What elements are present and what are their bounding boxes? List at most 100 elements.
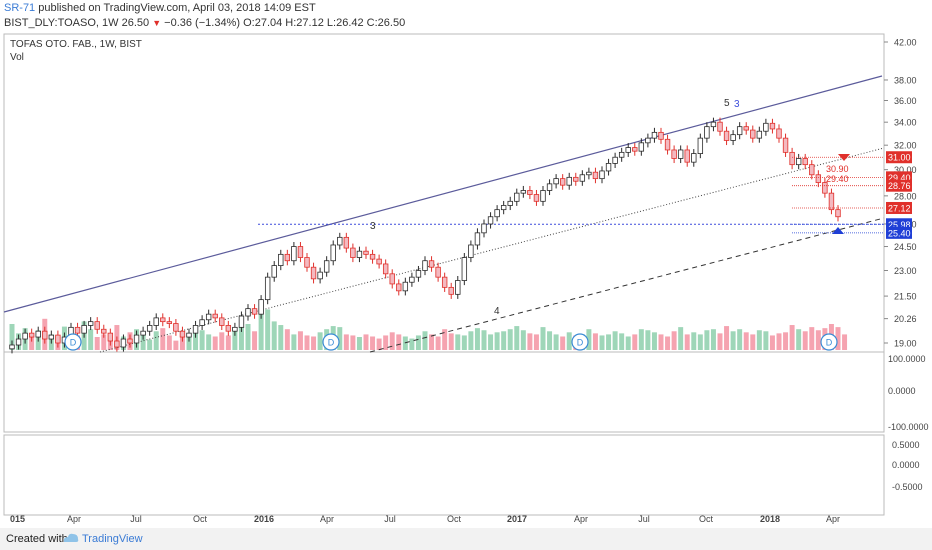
volume-bar xyxy=(29,337,35,350)
candle-body xyxy=(795,158,802,166)
candle-body xyxy=(251,308,258,315)
close-label: C: xyxy=(366,17,378,29)
dividend-marker-label: D xyxy=(577,338,584,348)
candle-body xyxy=(140,330,146,336)
volume-bar xyxy=(88,329,94,350)
volume-bar xyxy=(468,331,474,350)
volume-bar xyxy=(710,329,716,350)
author-link[interactable]: SR-71 xyxy=(4,2,36,14)
candle-body xyxy=(127,338,133,344)
candle-body xyxy=(527,190,533,195)
tradingview-brand-link[interactable]: TradingView xyxy=(82,533,143,545)
volume-bar xyxy=(645,330,651,350)
volume-bar xyxy=(376,338,382,350)
volume-bar xyxy=(252,331,258,350)
time-tick-label: Apr xyxy=(826,514,840,524)
candle-body xyxy=(500,205,507,211)
time-tick-label: Apr xyxy=(574,514,588,524)
volume-bar xyxy=(258,313,264,350)
candle-body xyxy=(146,325,153,332)
candle-body xyxy=(474,232,481,246)
candle-body xyxy=(205,313,212,321)
volume-bar xyxy=(809,327,815,350)
time-tick-label: 2017 xyxy=(507,514,527,524)
candle-body xyxy=(323,260,330,273)
time-tick-label: Apr xyxy=(320,514,334,524)
price-chart[interactable]: 42.0038.0036.0034.0032.0030.0028.0026.00… xyxy=(0,32,932,528)
volume-bar xyxy=(363,334,369,350)
volume-bar xyxy=(101,334,107,350)
price-tick-label: 24.50 xyxy=(894,242,917,252)
volume-bar xyxy=(160,328,166,350)
price-label-box xyxy=(886,201,912,214)
candle-body xyxy=(55,334,61,344)
candle-body xyxy=(402,281,409,292)
tradingview-logo-icon xyxy=(63,533,79,542)
time-tick-label: Oct xyxy=(447,514,462,524)
volume-bar xyxy=(632,334,638,350)
sell-arrow-icon xyxy=(838,154,850,161)
volume-bar xyxy=(199,330,205,350)
indicator1-tick-label: 0.0000 xyxy=(888,386,916,396)
candle-body xyxy=(461,257,468,281)
volume-bar xyxy=(599,335,605,350)
volume-bar xyxy=(429,334,435,350)
candlesticks xyxy=(9,117,841,354)
volume-bar xyxy=(743,332,749,350)
dividend-marker-label: D xyxy=(70,338,77,348)
volume-bar xyxy=(304,335,310,350)
candle-body xyxy=(638,142,645,152)
volume-bar xyxy=(737,329,743,350)
chart-annotation: 5 xyxy=(724,98,730,109)
dividend-marker-icon xyxy=(820,333,838,351)
candle-body xyxy=(730,134,736,141)
candle-body xyxy=(579,174,586,182)
price-label-box xyxy=(886,151,912,164)
volume-bar xyxy=(186,337,192,350)
indicator2-tick-label: -0.5000 xyxy=(892,482,923,492)
candle-body xyxy=(317,271,323,280)
time-tick-label: Oct xyxy=(193,514,208,524)
candle-body xyxy=(776,128,782,139)
price-label-text: 28.76 xyxy=(888,181,911,191)
indicator-pane-2-frame xyxy=(3,434,885,516)
main-pane-frame xyxy=(3,33,885,353)
candle-body xyxy=(435,266,441,278)
candle-body xyxy=(789,151,795,166)
candle-body xyxy=(337,236,343,246)
time-tick-label: Jul xyxy=(384,514,396,524)
candle-body xyxy=(291,246,297,262)
channel-mid-line xyxy=(99,147,885,353)
volume-bar xyxy=(494,332,500,350)
volume-bar xyxy=(704,330,710,350)
volume-bar xyxy=(291,334,297,350)
created-with-text: Created with xyxy=(6,533,68,545)
candle-body xyxy=(802,158,808,166)
candle-body xyxy=(782,137,789,153)
candle-body xyxy=(632,147,638,152)
candle-body xyxy=(363,250,369,255)
volume-bar xyxy=(140,334,146,350)
price-label-box xyxy=(886,179,912,192)
panel-title: TOFAS OTO. FAB., 1W, BIST xyxy=(10,39,142,50)
time-axis: 015 Apr Jul Oct 2016 Apr Jul Oct 2017 Apr Jul Oct 20… xyxy=(10,514,840,524)
candle-body xyxy=(645,137,651,144)
price-tick-label: 30.00 xyxy=(894,165,917,175)
candle-body xyxy=(389,273,395,285)
candle-body xyxy=(28,332,35,338)
footer-bar: Created with TradingView xyxy=(0,528,932,550)
candle-body xyxy=(540,190,546,202)
volume-bar xyxy=(756,330,762,350)
price-tick-label: 23.00 xyxy=(894,266,917,276)
candle-body xyxy=(74,326,81,334)
candle-body xyxy=(219,317,225,326)
candle-body xyxy=(625,147,631,153)
volume-bar xyxy=(730,331,736,350)
volume-bar xyxy=(684,334,690,350)
volume-bar xyxy=(9,324,15,350)
open-value: 27.04 xyxy=(254,17,283,29)
volume-bar xyxy=(356,337,362,350)
time-tick-label: Oct xyxy=(699,514,714,524)
dividend-marker-icon xyxy=(64,333,82,351)
candle-body xyxy=(533,194,540,202)
